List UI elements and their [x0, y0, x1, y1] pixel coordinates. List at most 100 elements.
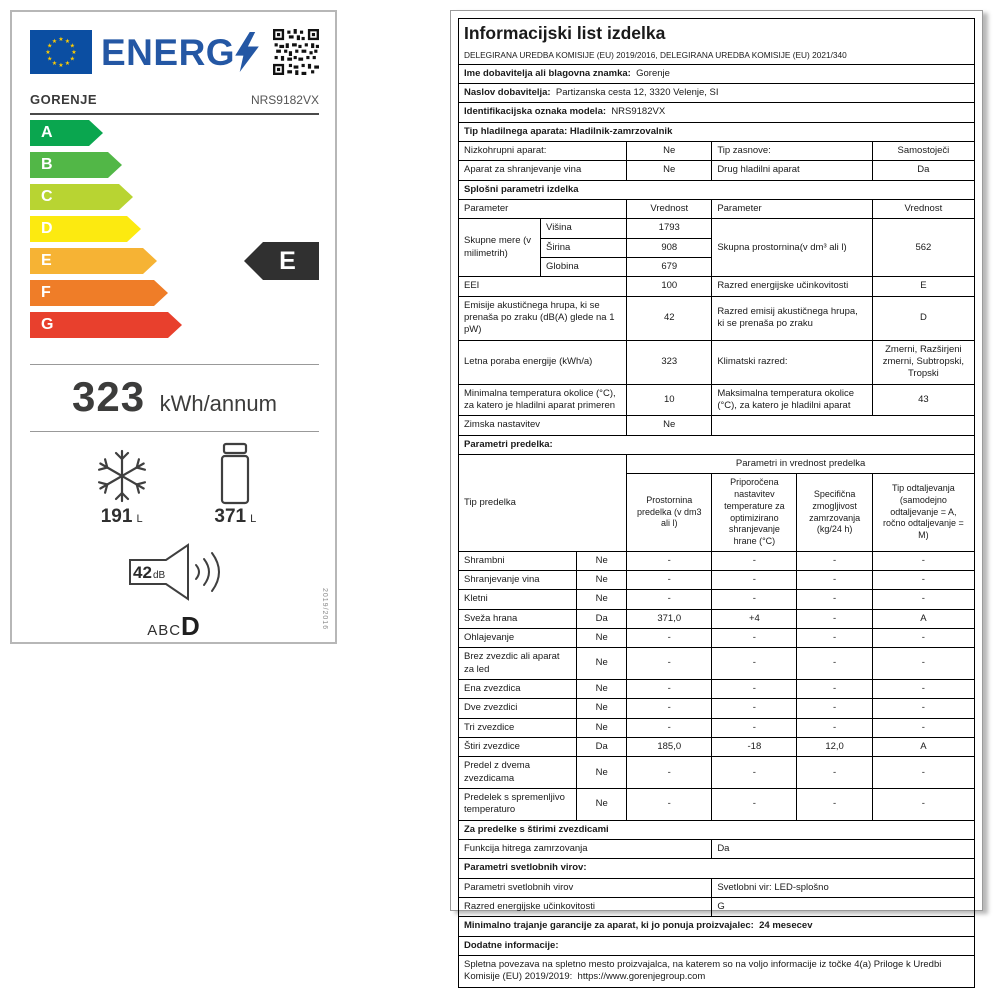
compartment-volume: -: [626, 589, 713, 610]
compartment-volume: -: [626, 627, 713, 649]
param-label: Tip zasnove:: [711, 140, 873, 162]
compartment-name: Tri zvezdice: [457, 717, 578, 739]
section-row: Splošni parametri izdelka: [458, 179, 975, 200]
param-value: Ne: [626, 160, 713, 181]
column-header: Specifična zmogljivost zamrzovanja (kg/2…: [796, 473, 873, 552]
class-arrow-e: E: [30, 248, 157, 274]
compartment-present: Ne: [576, 627, 628, 649]
param-label: Drug hladilni aparat: [711, 160, 873, 181]
compartment-row: Štiri zvezdice Da 185,0 -18 12,0 A: [457, 736, 976, 758]
compartment-capacity: -: [796, 569, 873, 591]
param-label: Funkcija hitrega zamrzovanja: [457, 839, 713, 860]
compartment-volume: -: [626, 550, 713, 571]
compartment-temp: -18: [711, 736, 798, 758]
freezer-volume: 191 L: [92, 442, 152, 528]
compartment-defrost: -: [871, 756, 976, 790]
compartment-defrost: A: [871, 736, 976, 758]
compartment-present: Ne: [576, 569, 628, 591]
class-arrow-f: F: [30, 280, 168, 306]
param-value: 42: [626, 295, 713, 341]
compartment-present: Ne: [576, 788, 628, 821]
compartment-capacity: -: [796, 627, 873, 649]
param-value: 43: [871, 383, 976, 417]
param-label: Aparat za shranjevanje vina: [457, 160, 628, 181]
svg-text:★: ★: [58, 36, 63, 43]
param-value: Da: [871, 160, 976, 181]
fridge-compartment-icon: [221, 442, 250, 505]
manufacturer-website-link[interactable]: https://www.gorenjegroup.com: [577, 971, 706, 983]
column-header: Parameter: [457, 198, 628, 220]
compartment-defrost: -: [871, 717, 976, 739]
param-value: Ne: [626, 415, 713, 436]
fridge-volume: 371 L: [213, 442, 257, 528]
table-row: Emisije akustičnega hrupa, ki se prenaša…: [457, 295, 976, 341]
table-row: Letna poraba energije (kWh/a) 323 Klimat…: [457, 339, 976, 385]
class-arrow-c: C: [30, 184, 133, 210]
compartment-temp: -: [711, 678, 798, 700]
param-label: Maksimalna temperatura okolice (°C), za …: [711, 383, 873, 417]
brand-name: GORENJE: [30, 92, 98, 107]
compartment-defrost: -: [871, 647, 976, 680]
compartment-temp: +4: [711, 608, 798, 629]
section-row: Dodatne informacije:: [458, 935, 975, 957]
svg-text:★: ★: [65, 38, 70, 45]
compartment-defrost: A: [871, 608, 976, 629]
compartment-capacity: -: [796, 698, 873, 719]
svg-text:★: ★: [52, 60, 57, 67]
compartment-present: Ne: [576, 589, 628, 610]
svg-text:★: ★: [58, 62, 63, 69]
param-value: Da: [711, 839, 975, 860]
annual-energy-consumption: 323 kWh/annum: [30, 364, 319, 432]
label-header: ★ ★ ★ ★ ★ ★ ★ ★ ★ ★ ★ ★ ENERG: [30, 28, 319, 76]
param-label: Razred emisij akustičnega hrupa, ki se p…: [711, 295, 873, 341]
section-additional-info: Dodatne informacije:: [458, 935, 975, 957]
supplier-label: Identifikacijska oznaka modela:: [464, 106, 607, 118]
param-value: Samostoječi: [871, 140, 976, 162]
param-label: Razred energijske učinkovitosti: [457, 897, 713, 918]
table-row: EEI 100 Razred energijske učinkovitosti …: [457, 276, 976, 297]
noise-unit: dB: [153, 570, 166, 581]
compartment-name: Predel z dvema zvezdicama: [457, 756, 578, 790]
compartment-volume: -: [626, 678, 713, 700]
fridge-volume-unit: L: [250, 513, 257, 525]
column-header: Tip odtaljevanja (samodejno odtaljevanje…: [871, 473, 976, 552]
compartment-defrost: -: [871, 569, 976, 591]
energ-logo-text: ENERG: [101, 31, 236, 73]
param-header-row: Parameter Vrednost Parameter Vrednost: [457, 198, 976, 220]
supplier-row: Ime dobavitelja ali blagovna znamka: Gor…: [458, 63, 975, 84]
freezer-volume-unit: L: [136, 513, 143, 525]
total-volume-value: 562: [871, 218, 976, 278]
compartment-temp: -: [711, 717, 798, 739]
compartment-header-row: Prostornina predelka (v dm3 ali l) Pripo…: [459, 473, 976, 552]
compartment-temp: -: [711, 647, 798, 680]
compartment-name: Ohlajevanje: [457, 627, 578, 649]
compartment-temp: -: [711, 550, 798, 571]
noise-section: 42 dB ABCD: [12, 540, 335, 642]
supplier-label: Ime dobavitelja ali blagovna znamka:: [464, 67, 631, 79]
compartment-capacity: -: [796, 756, 873, 790]
appliance-type: Tip hladilnega aparata: Hladilnik-zamrzo…: [458, 121, 975, 142]
compartment-temp: -: [711, 589, 798, 610]
product-information-sheet: Informacijski list izdelka DELEGIRANA UR…: [450, 10, 983, 988]
param-value: 10: [626, 383, 713, 417]
compartment-header-row: Tip predelka Parametri in vrednost prede…: [457, 454, 975, 552]
dimension-name: Višina: [540, 218, 628, 239]
param-label: Parametri svetlobnih virov: [457, 877, 713, 899]
compartment-row: Ena zvezdica Ne - - - -: [457, 678, 976, 700]
compartment-capacity: -: [796, 550, 873, 571]
compartment-capacity: -: [796, 589, 873, 610]
compartment-defrost: -: [871, 627, 976, 649]
param-label: Razred energijske učinkovitosti: [711, 276, 873, 297]
param-label: Letna poraba energije (kWh/a): [457, 339, 628, 385]
noise-class-scale: ABCD: [12, 611, 335, 642]
compartment-volume: -: [626, 788, 713, 821]
compartment-capacity: -: [796, 608, 873, 629]
dimension-value: 908: [626, 237, 713, 258]
compartment-row: Kletni Ne - - - -: [457, 589, 976, 610]
param-label: Emisije akustičnega hrupa, ki se prenaša…: [457, 295, 628, 341]
fridge-volume-value: 371: [214, 506, 247, 527]
column-header: Priporočena nastavitev temperature za op…: [711, 473, 798, 552]
svg-text:★: ★: [70, 43, 75, 50]
param-value: Svetlobni vir: LED-splošno: [711, 877, 975, 899]
column-header: Vrednost: [626, 198, 713, 220]
